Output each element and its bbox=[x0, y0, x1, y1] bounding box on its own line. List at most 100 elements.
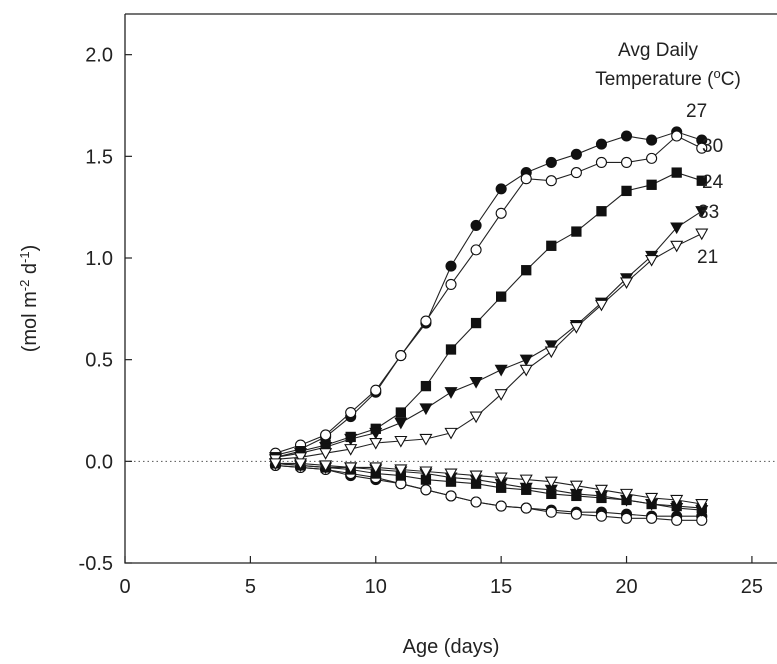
data-point-lower bbox=[420, 484, 432, 496]
data-point bbox=[420, 380, 432, 392]
y-axis-title-d: d bbox=[19, 263, 41, 280]
data-point bbox=[520, 173, 532, 185]
data-point-lower bbox=[545, 506, 557, 518]
y-tick-label: -0.5 bbox=[79, 553, 113, 575]
series-label-27: 27 bbox=[686, 101, 707, 122]
data-point-lower bbox=[696, 514, 708, 526]
data-point bbox=[369, 437, 383, 450]
series-21: 21 bbox=[268, 228, 718, 511]
y-axis-title-close: ) bbox=[19, 245, 41, 252]
data-point-lower bbox=[294, 458, 308, 470]
data-point bbox=[444, 387, 458, 399]
data-point-lower bbox=[695, 498, 709, 511]
series-label-30: 30 bbox=[702, 136, 723, 157]
data-point bbox=[395, 407, 406, 418]
legend-title-line2: Temperature (oC) bbox=[595, 66, 741, 91]
x-tick-label: 20 bbox=[615, 576, 637, 598]
data-point bbox=[469, 376, 483, 389]
data-point bbox=[344, 444, 358, 456]
data-point-lower bbox=[595, 510, 608, 522]
data-point bbox=[545, 175, 557, 187]
series-label-33: 33 bbox=[698, 202, 719, 223]
data-point bbox=[569, 322, 583, 334]
data-point bbox=[571, 226, 582, 237]
axes: 0 5 10 15 20 25 -0.5 0.0 0.5 1.0 1.5 2.0 bbox=[79, 45, 764, 598]
data-point-lower bbox=[419, 466, 433, 479]
data-point-lower bbox=[645, 492, 659, 505]
data-point bbox=[344, 433, 358, 446]
data-point-lower bbox=[469, 470, 483, 483]
data-point-lower bbox=[268, 458, 282, 470]
y-tick-label: 0.5 bbox=[85, 350, 113, 372]
data-point-lower bbox=[494, 472, 508, 485]
data-point bbox=[419, 433, 433, 446]
data-point bbox=[570, 148, 582, 160]
x-tick-label: 0 bbox=[119, 576, 130, 598]
legend-title-unit: C) bbox=[721, 69, 741, 90]
series-layer: 27 30 24 33 21 bbox=[268, 101, 724, 526]
data-point bbox=[519, 364, 533, 377]
data-point bbox=[670, 240, 684, 253]
series-30-lower-line bbox=[275, 464, 702, 521]
data-point bbox=[394, 435, 408, 448]
legend: Avg Daily Temperature (oC) bbox=[595, 40, 741, 90]
data-point bbox=[470, 219, 482, 232]
data-point bbox=[319, 448, 333, 460]
data-point bbox=[695, 206, 709, 218]
y-tick-label: 1.5 bbox=[85, 146, 113, 168]
data-point-lower bbox=[445, 490, 457, 502]
data-point bbox=[519, 354, 533, 367]
data-point bbox=[646, 134, 658, 146]
data-point bbox=[521, 265, 532, 276]
data-point bbox=[469, 411, 483, 424]
data-point bbox=[495, 183, 507, 195]
data-point bbox=[596, 206, 607, 217]
data-point bbox=[544, 346, 558, 359]
data-point-lower bbox=[344, 462, 358, 475]
data-point-lower bbox=[646, 512, 658, 524]
x-tick-label: 25 bbox=[741, 576, 763, 598]
data-point-lower bbox=[495, 500, 507, 512]
data-point-lower bbox=[671, 514, 683, 526]
x-tick-label: 10 bbox=[365, 576, 387, 598]
series-21-lower-line bbox=[275, 462, 702, 505]
data-point bbox=[645, 254, 659, 267]
data-point bbox=[544, 340, 558, 353]
data-point bbox=[395, 350, 407, 362]
y-axis-title-unit: (mol m bbox=[19, 291, 41, 352]
x-axis-title: Age (days) bbox=[403, 636, 500, 658]
data-point bbox=[445, 344, 457, 355]
y-tick-label: 1.0 bbox=[85, 248, 113, 270]
series-27-line bbox=[275, 131, 702, 456]
data-point-lower bbox=[369, 462, 383, 475]
series-label-24: 24 bbox=[702, 172, 724, 193]
data-point bbox=[620, 156, 633, 168]
series-label-21: 21 bbox=[697, 247, 718, 268]
y-axis-title: (mol m-2 d-1) bbox=[17, 245, 42, 353]
data-point bbox=[445, 278, 457, 290]
data-point bbox=[345, 406, 357, 419]
data-point-lower bbox=[620, 488, 634, 501]
data-point bbox=[594, 299, 608, 312]
x-tick-label: 5 bbox=[245, 576, 256, 598]
data-point-lower bbox=[670, 494, 684, 507]
legend-title-degree: o bbox=[713, 66, 720, 81]
data-point bbox=[294, 452, 308, 464]
data-point-lower bbox=[444, 468, 458, 481]
data-point bbox=[696, 142, 708, 154]
data-point bbox=[570, 167, 582, 179]
data-point-lower bbox=[594, 484, 608, 497]
series-33-line bbox=[275, 210, 703, 458]
series-27: 27 bbox=[269, 101, 708, 522]
data-point-lower bbox=[570, 508, 582, 520]
data-point bbox=[494, 389, 508, 401]
data-point bbox=[546, 240, 557, 251]
data-point bbox=[445, 260, 457, 272]
data-point bbox=[646, 152, 658, 164]
y-axis-title-exp1: -2 bbox=[17, 280, 32, 292]
data-point bbox=[420, 315, 432, 327]
data-point-lower bbox=[520, 502, 532, 514]
data-point bbox=[620, 130, 633, 142]
data-point bbox=[595, 156, 608, 168]
